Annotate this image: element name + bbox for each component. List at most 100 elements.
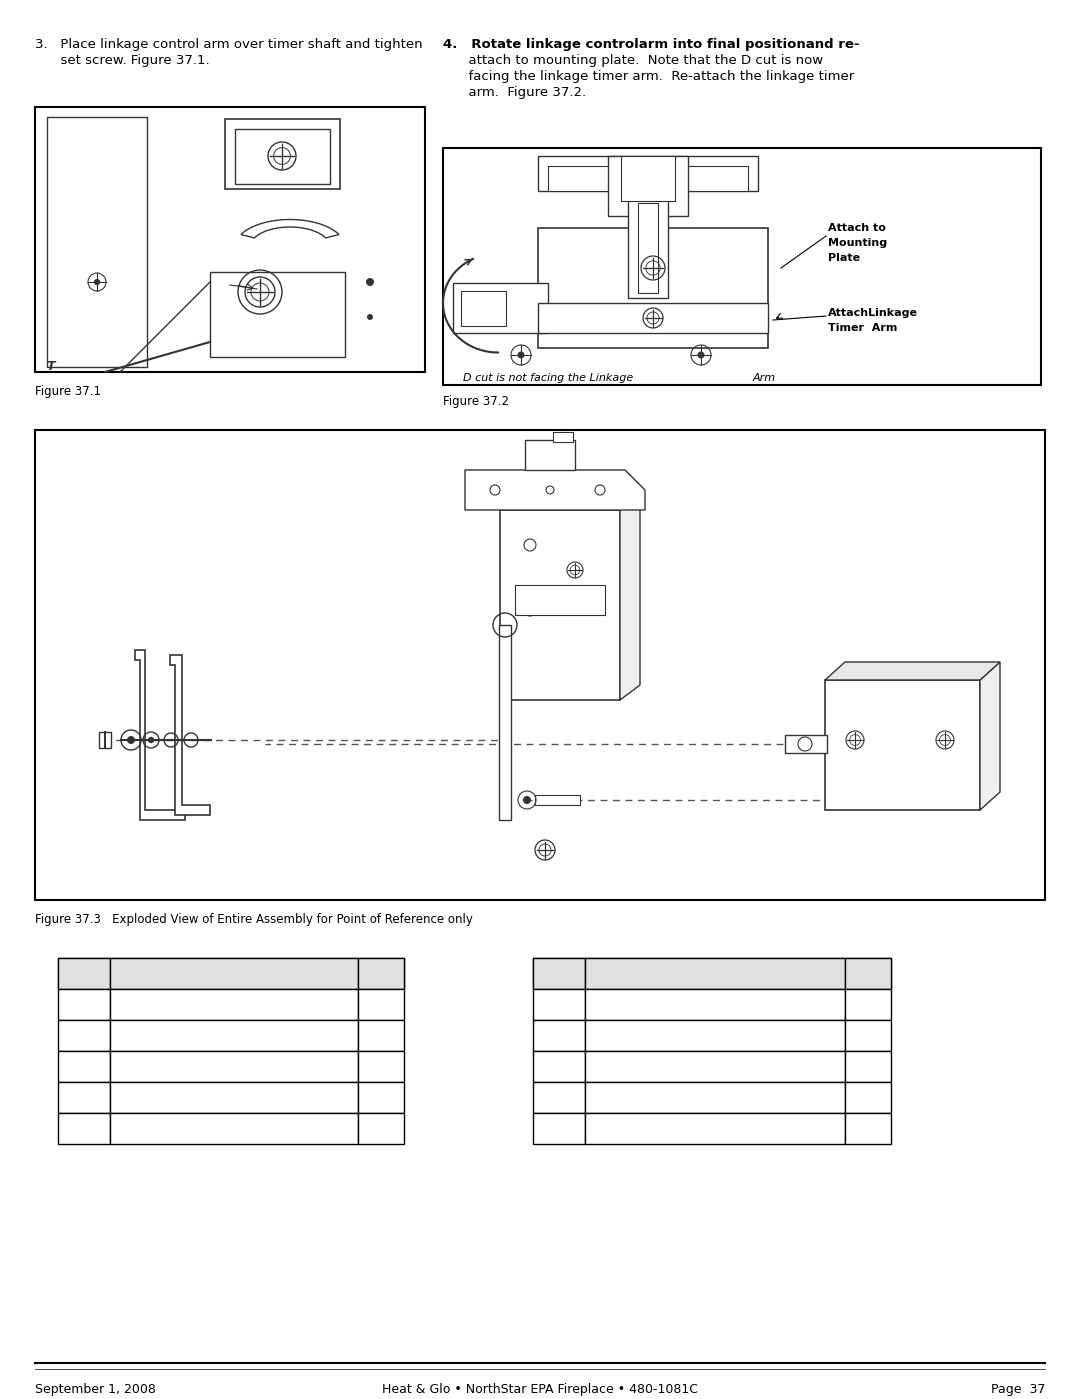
Text: facing the linkage timer arm.  Re-attach the linkage timer: facing the linkage timer arm. Re-attach … [443,70,854,83]
Circle shape [127,736,135,744]
Bar [110,958,357,989]
Text: Mounting: Mounting [828,238,887,248]
Text: Figure 37.2: Figure 37.2 [443,395,509,409]
Text: 6: 6 [555,997,563,1011]
Text: 2: 2 [377,1060,384,1073]
Bar [58,1051,110,1081]
Circle shape [517,351,525,358]
Text: 3.   Place linkage control arm over timer shaft and tighten: 3. Place linkage control arm over timer … [35,38,422,50]
Bar [58,1081,110,1114]
Text: 9: 9 [555,1091,563,1104]
Bar [58,1114,110,1144]
Circle shape [367,313,373,320]
Polygon shape [980,662,1000,810]
Bar [535,795,580,804]
Bar [785,734,827,753]
Text: 7: 7 [555,1030,563,1042]
Text: T: T [48,360,81,374]
Text: set screw. Figure 37.1.: set screw. Figure 37.1. [35,55,210,67]
Bar [538,304,768,333]
Polygon shape [620,495,640,700]
Polygon shape [825,662,1000,680]
Bar [534,1020,585,1051]
Circle shape [523,796,531,804]
Text: Page  37: Page 37 [990,1384,1045,1396]
Polygon shape [210,271,345,357]
Bar [534,1051,585,1081]
Bar [608,157,688,215]
Text: 1: 1 [864,1122,872,1135]
Text: 1: 1 [377,1122,384,1135]
Bar [35,429,1045,900]
Text: 2: 2 [377,1030,384,1042]
Text: 4: 4 [80,1091,87,1104]
Text: Qty: Qty [856,967,879,981]
Bar [534,958,585,989]
Text: Timer  Arm: Timer Arm [828,323,897,333]
Bar [110,1020,357,1051]
Text: 1: 1 [864,1091,872,1104]
Text: arm.  Figure 37.2.: arm. Figure 37.2. [443,85,586,99]
Bar [845,958,891,989]
Bar [110,1051,357,1081]
Bar [548,166,748,192]
Text: Plate: Plate [828,253,860,263]
Bar [585,1081,845,1114]
Text: 2: 2 [377,1091,384,1104]
Bar [553,432,573,442]
Bar [538,228,768,348]
Bar [225,119,340,189]
Bar [534,1081,585,1114]
Text: 1: 1 [864,1060,872,1073]
Bar [845,1051,891,1081]
Text: Attachment Nut & Set Screw: Attachment Nut & Set Screw [590,997,770,1011]
Bar [534,1114,585,1144]
Text: 1: 1 [864,997,872,1011]
Bar [534,958,891,989]
Text: attach to mounting plate.  Note that the D cut is now: attach to mounting plate. Note that the … [443,55,823,67]
Bar [110,1081,357,1114]
Bar [845,1020,891,1051]
Bar [845,1081,891,1114]
Text: 5: 5 [80,1122,87,1135]
Bar [235,129,330,185]
Text: Timer, Mechanical, 12 hours: Timer, Mechanical, 12 hours [590,1091,787,1104]
Text: Figure 37.1: Figure 37.1 [35,385,102,397]
Bar [538,157,758,192]
Bar [585,1020,845,1051]
Bar [99,732,111,748]
Bar [357,1020,404,1051]
Bar [525,441,575,470]
Bar [585,1114,845,1144]
Bar [627,199,669,298]
Text: Linkage Control Arm: Linkage Control Arm [114,1122,243,1135]
Bar [357,1051,404,1081]
Bar [58,989,110,1020]
Bar [845,1114,891,1144]
Circle shape [148,737,154,743]
Text: Door Linkage: Door Linkage [590,1060,673,1073]
Bar [499,625,511,820]
Text: Item: Item [544,967,573,981]
Bar [638,203,658,292]
Bar [461,291,507,326]
Bar [443,148,1041,385]
Text: Bushing: Bushing [114,1091,165,1104]
Bar [58,1020,110,1051]
Bar [585,989,845,1020]
Bar [453,283,548,333]
Text: Qty: Qty [370,967,392,981]
Bar [35,106,426,372]
Text: Attach to: Attach to [828,222,886,234]
Text: 8: 8 [555,1060,563,1073]
Bar [585,958,845,989]
Text: Mounting Bracket: Mounting Bracket [590,1122,715,1135]
Text: September 1, 2008: September 1, 2008 [35,1384,156,1396]
Bar [845,989,891,1020]
Polygon shape [135,651,185,820]
Text: D cut is not facing the Linkage: D cut is not facing the Linkage [463,374,633,383]
Bar [48,118,147,367]
Circle shape [94,278,100,285]
Text: 2: 2 [377,997,384,1011]
Text: Linkage Timer Arm: Linkage Timer Arm [590,1030,708,1042]
